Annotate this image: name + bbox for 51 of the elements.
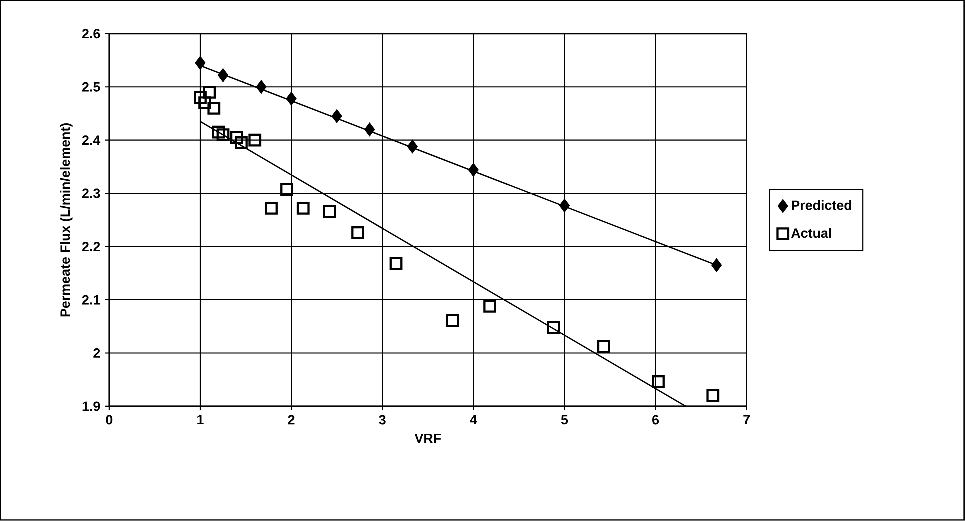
point [198, 96, 212, 110]
point [265, 202, 278, 215]
point [364, 123, 375, 136]
point [706, 389, 720, 402]
point [468, 164, 479, 177]
y-tick-label: 2.2 [82, 242, 100, 252]
point [323, 205, 336, 218]
point [560, 199, 570, 212]
point [712, 259, 722, 272]
point [235, 136, 248, 150]
x-axis-title: VRF [414, 434, 442, 444]
x-tick-label: 3 [379, 415, 386, 425]
point [597, 340, 610, 354]
x-tick-label: 1 [198, 415, 204, 425]
point [652, 376, 665, 388]
point [408, 140, 418, 154]
point [218, 69, 228, 82]
point [256, 80, 267, 94]
legend-label: Predicted [792, 200, 852, 210]
x-tick-label: 5 [561, 415, 568, 425]
point [212, 126, 226, 139]
y-tick-label: 2.6 [82, 29, 100, 39]
point [203, 86, 216, 99]
y-tick-label: 2.4 [82, 136, 101, 146]
y-tick-label: 2.5 [82, 82, 100, 92]
point [332, 110, 342, 123]
y-tick-label: 2.1 [82, 295, 100, 305]
point [352, 226, 364, 240]
point [194, 91, 207, 104]
point [208, 102, 221, 115]
point [296, 202, 310, 215]
y-tick-label: 2 [94, 348, 100, 358]
x-tick-label: 4 [470, 415, 478, 425]
point [390, 257, 403, 270]
point [280, 183, 294, 196]
x-tick-label: 0 [106, 415, 113, 425]
point [248, 134, 262, 147]
y-axis-title: Permeate Flux (L/min/element) [60, 124, 73, 317]
x-tick-label: 6 [652, 415, 660, 425]
x-tick-label: 2 [288, 415, 295, 425]
point [547, 321, 560, 334]
point [286, 92, 297, 106]
x-tick-label: 7 [744, 415, 750, 425]
point [195, 56, 206, 70]
point [230, 131, 244, 144]
y-tick-label: 2.3 [82, 188, 100, 198]
point [484, 300, 496, 313]
point [446, 314, 460, 328]
legend-label: Actual [791, 228, 832, 238]
y-tick-label: 1.9 [82, 402, 100, 412]
point [216, 128, 230, 142]
